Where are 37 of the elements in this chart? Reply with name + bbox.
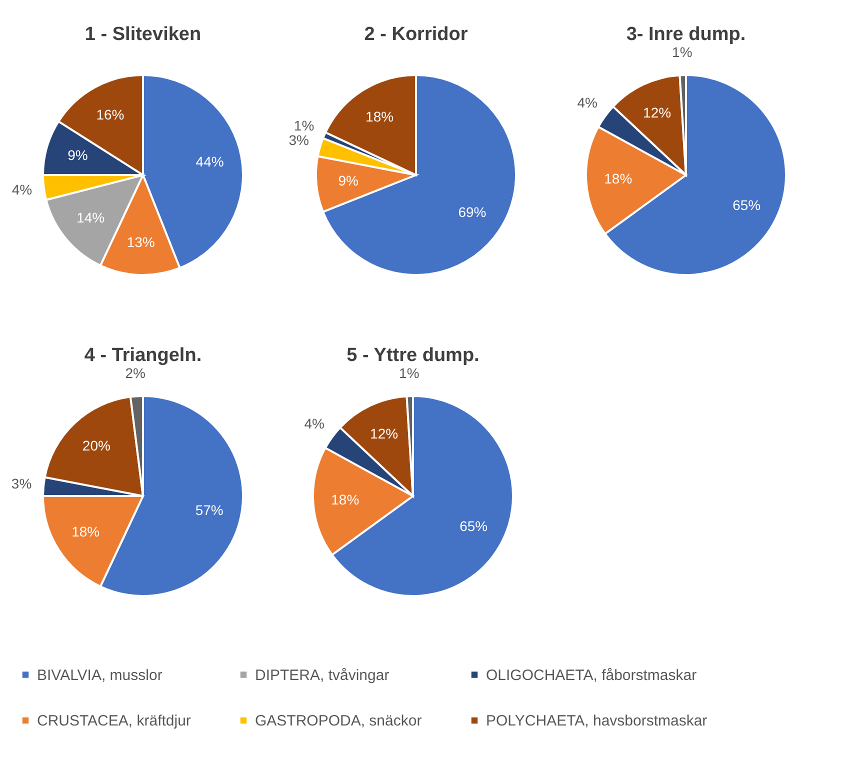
data-label: 2% (125, 365, 146, 382)
data-label: 69% (458, 204, 486, 220)
data-label: 9% (338, 172, 358, 188)
data-label: 65% (732, 196, 761, 213)
data-label: 18% (604, 170, 632, 186)
data-label: 13% (126, 234, 155, 250)
legend-label: GASTROPODA, snäckor (255, 712, 422, 730)
data-label: 18% (72, 523, 100, 540)
chart-title: 5 - Yttre dump. (346, 345, 480, 366)
chart-title: 3- Inre dump. (626, 24, 746, 45)
legend-label: CRUSTACEA, kräftdjur (37, 712, 191, 730)
legend-label: DIPTERA, tvåvingar (255, 666, 390, 684)
data-label: 1% (672, 44, 692, 60)
data-label: 1% (294, 118, 314, 134)
data-label: 16% (96, 106, 124, 122)
data-label: 18% (366, 108, 394, 125)
data-label: 18% (331, 491, 360, 508)
legend-label: POLYCHAETA, havsborstmaskar (486, 712, 708, 730)
data-label: 12% (370, 425, 398, 442)
data-label: 12% (643, 104, 672, 120)
legend-label: OLIGOCHAETA, fåborstmaskar (486, 666, 697, 684)
data-label: 4% (12, 181, 32, 198)
data-label: 3% (11, 476, 32, 492)
chart-title: 2 - Korridor (364, 24, 468, 45)
data-label: 4% (577, 94, 598, 110)
data-label: 14% (76, 209, 105, 226)
data-label: 57% (195, 502, 224, 518)
data-label: 1% (399, 365, 420, 382)
data-label: 44% (196, 153, 224, 170)
data-label: 9% (68, 147, 88, 164)
legend-label: BIVALVIA, musslor (37, 666, 162, 684)
data-label: 65% (460, 518, 488, 534)
chart-title: 4 - Triangeln. (84, 345, 202, 366)
data-label: 3% (288, 132, 309, 148)
data-label: 4% (304, 415, 324, 432)
chart-title: 1 - Sliteviken (84, 24, 202, 45)
data-label: 20% (82, 437, 110, 454)
